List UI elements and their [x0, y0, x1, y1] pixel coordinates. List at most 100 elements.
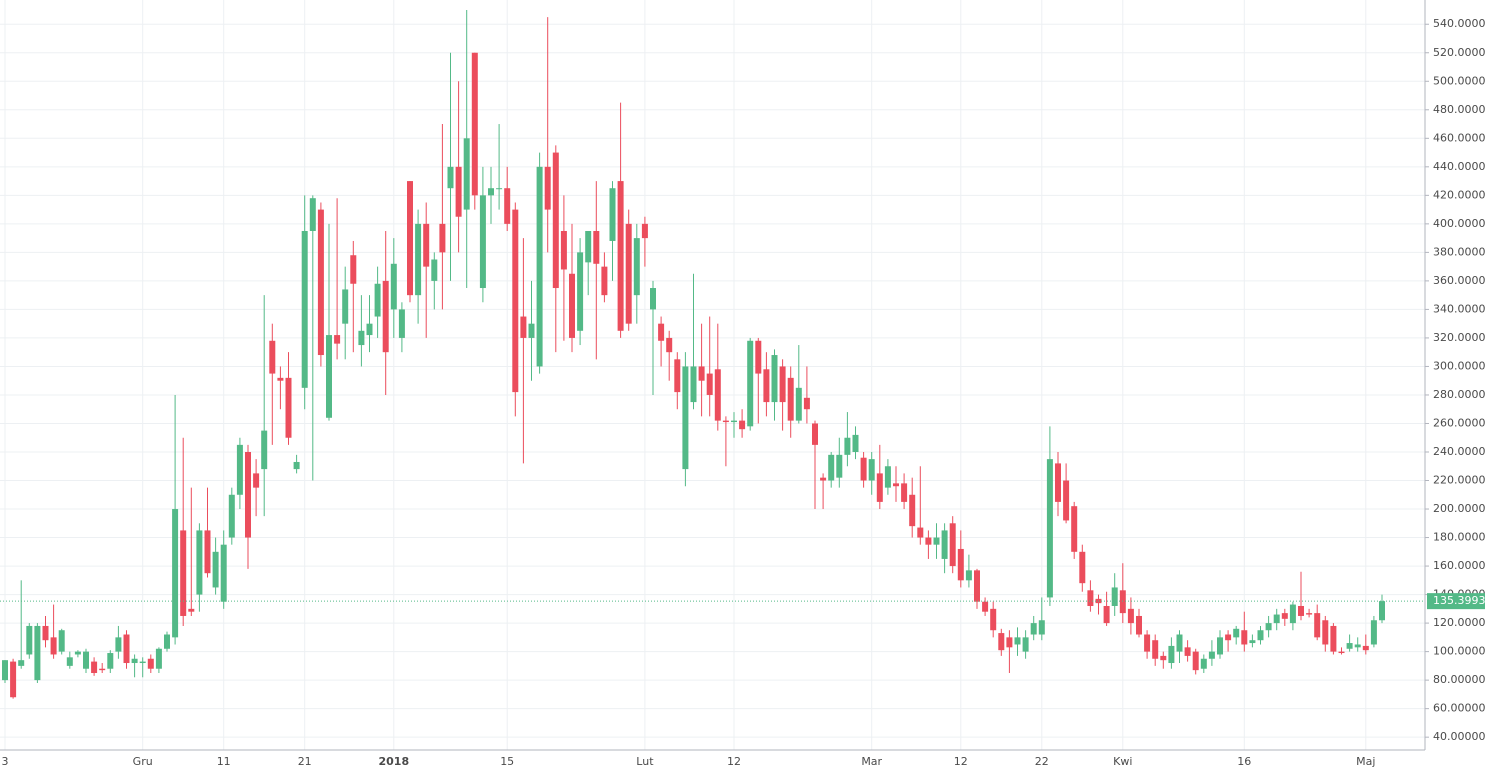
candle-body — [560, 230, 567, 270]
x-tick-label: 16 — [1237, 755, 1251, 768]
candle-body — [326, 335, 332, 418]
candle-body — [1354, 644, 1361, 648]
candle-body — [1071, 506, 1078, 552]
candle-body — [803, 397, 810, 410]
x-tick-label: 2018 — [378, 755, 409, 768]
y-tick-label: 540.00000 — [1433, 17, 1485, 30]
y-tick-label: 200.00000 — [1433, 502, 1485, 515]
candle-body — [1217, 637, 1223, 655]
candle-body — [1346, 643, 1353, 649]
candle-body — [366, 323, 373, 336]
candle-body — [1103, 605, 1110, 624]
candle-body — [706, 373, 713, 395]
candle-body — [196, 530, 203, 595]
candle-body — [763, 369, 770, 403]
x-tick-label: Mar — [861, 755, 882, 768]
candle-body — [585, 230, 592, 263]
candle-body — [1370, 620, 1377, 645]
x-tick-label: Gru — [133, 755, 153, 768]
candle-body — [447, 166, 454, 189]
candle-body — [941, 530, 948, 559]
candle-body — [860, 457, 867, 481]
candle-body — [674, 359, 681, 393]
candle-body — [601, 266, 608, 296]
candle-body — [1160, 655, 1167, 661]
candle-body — [34, 625, 41, 681]
last-price-label: 135.39931 — [1433, 594, 1485, 607]
y-tick-label: 340.00000 — [1433, 302, 1485, 315]
x-tick-label: Lut — [636, 755, 654, 768]
candle-body — [74, 651, 81, 655]
candle-body — [998, 633, 1005, 651]
candle-body — [342, 289, 349, 324]
candle-body — [147, 658, 154, 669]
y-tick-label: 80.00000 — [1433, 673, 1485, 686]
candle-body — [50, 637, 57, 655]
candle-body — [42, 625, 49, 641]
y-tick-label: 100.00000 — [1433, 645, 1485, 658]
candle-body — [722, 420, 729, 423]
candle-body — [139, 661, 146, 664]
y-tick-label: 500.00000 — [1433, 74, 1485, 87]
candle-body — [66, 657, 73, 666]
candle-body — [1087, 590, 1094, 606]
candle-body — [1306, 613, 1313, 615]
candle-body — [698, 366, 705, 381]
candle-body — [164, 634, 170, 649]
candle-body — [820, 477, 827, 481]
candle-body — [18, 660, 25, 666]
candle-body — [731, 420, 737, 423]
candle-body — [115, 637, 122, 652]
candle-body — [155, 648, 162, 669]
x-tick-label: 22 — [1035, 755, 1049, 768]
candle-body — [1136, 615, 1142, 635]
candle-body — [204, 530, 211, 574]
candle-body — [925, 537, 932, 545]
candle-body — [569, 273, 575, 338]
candle-body — [180, 530, 187, 616]
candle-body — [1249, 640, 1256, 644]
candle-body — [26, 625, 33, 655]
candle-body — [317, 209, 324, 356]
candle-body — [1022, 637, 1029, 652]
candle-body — [949, 523, 956, 567]
candle-body — [439, 223, 446, 253]
candle-body — [658, 323, 665, 341]
candle-body — [666, 337, 673, 353]
y-tick-label: 40.00000 — [1433, 730, 1485, 743]
x-tick-label: 11 — [217, 755, 231, 768]
candle-body — [269, 340, 276, 374]
x-tick-label: 12 — [954, 755, 968, 768]
candle-body — [755, 340, 762, 374]
candle-body — [625, 223, 632, 324]
y-tick-label: 320.00000 — [1433, 331, 1485, 344]
candle-body — [1257, 630, 1264, 641]
candle-body — [1063, 480, 1070, 521]
candle-body — [1233, 628, 1240, 638]
y-tick-label: 260.00000 — [1433, 416, 1485, 429]
candle-body — [245, 451, 251, 538]
y-tick-label: 240.00000 — [1433, 445, 1485, 458]
candle-body — [876, 473, 883, 502]
candle-body — [407, 181, 413, 296]
candle-body — [220, 544, 227, 602]
y-tick-label: 400.00000 — [1433, 217, 1485, 230]
x-tick-label: 3 — [2, 755, 9, 768]
candle-body — [884, 466, 891, 488]
candle-body — [10, 661, 17, 698]
candle-body — [172, 509, 179, 638]
candle-body — [552, 152, 559, 289]
y-tick-label: 160.00000 — [1433, 559, 1485, 572]
candle-body — [382, 280, 389, 353]
candle-body — [1314, 613, 1321, 638]
candle-body — [779, 366, 786, 403]
candle-body — [690, 366, 697, 403]
candle-body — [1330, 625, 1337, 652]
candle-body — [1225, 634, 1232, 641]
candle-body — [795, 387, 802, 421]
candle-body — [593, 230, 600, 264]
candle-body — [633, 238, 640, 296]
x-tick-label: Kwi — [1113, 755, 1132, 768]
x-tick-label: 15 — [500, 755, 514, 768]
candle-body — [771, 355, 778, 403]
